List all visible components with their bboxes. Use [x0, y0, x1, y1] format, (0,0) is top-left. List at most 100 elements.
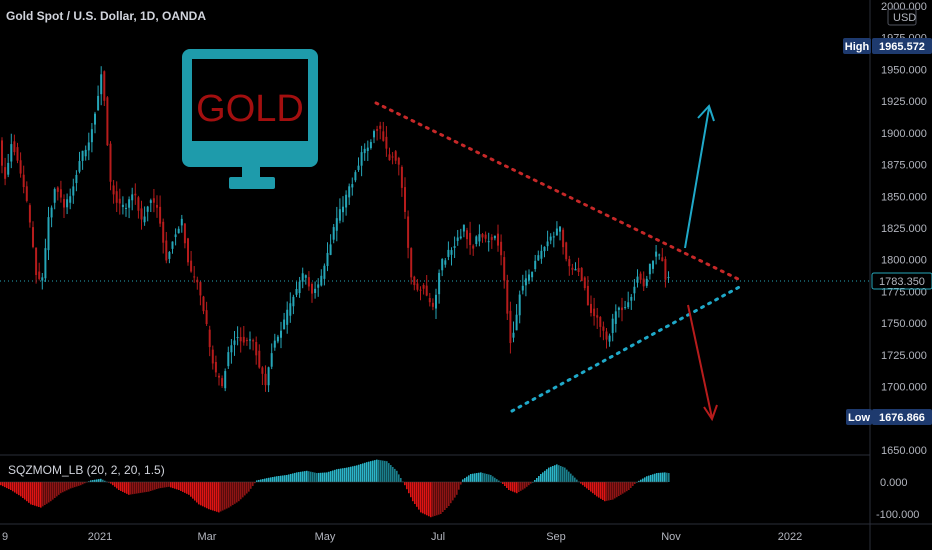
- momentum-bar: [184, 482, 186, 493]
- momentum-bar: [230, 482, 232, 507]
- momentum-bar: [540, 474, 542, 482]
- candle: [19, 152, 22, 178]
- candle: [419, 286, 422, 301]
- candle: [41, 272, 44, 290]
- candle: [112, 179, 115, 204]
- momentum-bar: [194, 482, 196, 501]
- candle: [447, 241, 450, 261]
- momentum-bar: [20, 482, 22, 497]
- candle: [239, 327, 242, 353]
- candle: [431, 298, 434, 311]
- momentum-bar: [372, 460, 374, 482]
- candle: [404, 177, 406, 219]
- momentum-bar: [456, 482, 458, 495]
- candle: [242, 325, 245, 346]
- low-value: 1676.866: [879, 412, 925, 424]
- candle: [72, 178, 75, 204]
- momentum-bar: [592, 482, 594, 494]
- momentum-bar: [538, 476, 540, 482]
- momentum-bar: [258, 479, 260, 482]
- candle: [146, 205, 149, 222]
- momentum-bar: [626, 482, 628, 492]
- momentum-bar: [640, 479, 642, 482]
- momentum-bar: [292, 473, 294, 482]
- momentum-bar: [218, 482, 220, 513]
- triangle-upper-trendline[interactable]: [374, 101, 740, 281]
- momentum-bar: [114, 482, 116, 487]
- momentum-bar: [568, 471, 570, 482]
- momentum-bar: [178, 482, 180, 490]
- momentum-bar: [374, 460, 376, 482]
- momentum-bar: [486, 473, 488, 482]
- price-tick-8: 1800.000: [881, 255, 927, 267]
- candle: [583, 276, 586, 291]
- momentum-bar: [222, 482, 224, 511]
- candle: [320, 269, 323, 287]
- momentum-bar: [442, 482, 444, 512]
- momentum-bar: [516, 482, 518, 494]
- momentum-bar: [284, 475, 286, 482]
- candle: [152, 188, 155, 213]
- candle: [190, 250, 193, 273]
- momentum-bar: [226, 482, 228, 509]
- time-tick-7: 2022: [778, 531, 802, 543]
- momentum-bar: [148, 482, 150, 492]
- candle: [388, 147, 391, 161]
- momentum-bar: [56, 482, 58, 497]
- candle: [571, 263, 574, 275]
- candle: [16, 142, 19, 164]
- momentum-bar: [330, 471, 332, 482]
- momentum-bar: [492, 476, 494, 482]
- candle: [369, 139, 372, 150]
- candle: [617, 306, 620, 318]
- last-price-badge: 1783.350: [871, 272, 932, 290]
- momentum-bar: [244, 482, 246, 496]
- momentum-bar: [298, 472, 300, 482]
- breakout-up-arrow[interactable]: [684, 104, 715, 249]
- triangle-lower-trendline[interactable]: [510, 283, 745, 413]
- momentum-bar: [290, 473, 292, 482]
- candle: [283, 312, 286, 330]
- momentum-bar: [650, 474, 652, 482]
- momentum-bar: [484, 473, 486, 482]
- candle: [267, 366, 270, 393]
- momentum-bar: [422, 482, 424, 514]
- momentum-bar: [420, 482, 422, 513]
- momentum-bar: [436, 482, 438, 516]
- candle: [261, 366, 264, 386]
- candle: [493, 235, 496, 241]
- candle: [270, 343, 273, 370]
- momentum-bar: [180, 482, 182, 491]
- momentum-bar: [130, 482, 132, 495]
- candle: [450, 247, 453, 266]
- momentum-bar: [188, 482, 190, 495]
- price-tick-3: 1925.000: [881, 96, 927, 108]
- momentum-bar: [260, 479, 262, 482]
- momentum-bar: [160, 482, 162, 489]
- candle: [106, 96, 109, 147]
- momentum-bar: [494, 477, 496, 482]
- momentum-bar: [152, 482, 154, 491]
- candle: [515, 304, 518, 331]
- candle: [565, 241, 568, 262]
- momentum-bar: [550, 466, 552, 482]
- currency-box[interactable]: [887, 8, 917, 26]
- momentum-bar: [642, 478, 644, 482]
- momentum-bar: [602, 482, 604, 500]
- candle: [1, 137, 3, 174]
- momentum-bar: [520, 482, 522, 491]
- candle: [307, 271, 310, 291]
- momentum-bar: [80, 482, 82, 486]
- candle: [115, 181, 118, 212]
- momentum-bar: [434, 482, 436, 516]
- candle: [608, 333, 611, 347]
- momentum-bar: [10, 482, 12, 490]
- candle: [481, 233, 484, 243]
- candle: [475, 235, 478, 247]
- momentum-bar: [102, 479, 104, 482]
- candle: [22, 165, 25, 194]
- breakdown-down-arrow[interactable]: [687, 304, 718, 422]
- candle: [509, 301, 512, 354]
- momentum-bar: [518, 482, 520, 492]
